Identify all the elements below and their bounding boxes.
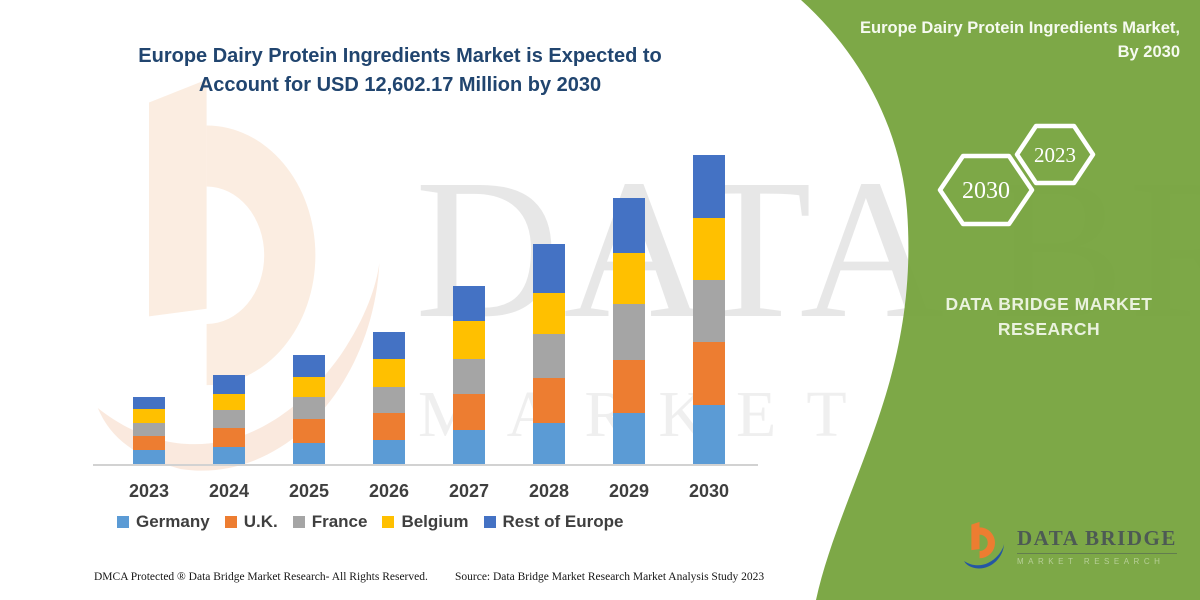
legend-item-u-k: U.K. <box>224 512 278 532</box>
legend-item-germany: Germany <box>117 512 210 532</box>
axis-label-2026: 2026 <box>368 481 410 501</box>
legend-swatch-icon <box>483 516 496 528</box>
legend-label: Belgium <box>401 512 469 531</box>
hexagon-2023-label: 2023 <box>1034 143 1076 167</box>
bar-segment-u-k-2024 <box>213 428 245 447</box>
axis-label-2023: 2023 <box>128 481 170 501</box>
bar-segment-u-k-2026 <box>373 413 405 440</box>
hexagon-2030-label: 2030 <box>962 178 1010 204</box>
bar-segment-germany-2030 <box>693 405 725 465</box>
legend-swatch-icon <box>382 516 395 528</box>
bar-2029 <box>613 198 645 465</box>
bar-segment-rest-of-europe-2026 <box>373 332 405 359</box>
bar-segment-rest-of-europe-2023 <box>133 397 165 409</box>
logo-subtitle: MARKET RESEARCH <box>1017 557 1165 566</box>
panel-title: Europe Dairy Protein Ingredients Market,… <box>860 19 1180 61</box>
bar-segment-france-2023 <box>133 423 165 436</box>
axis-label-2024: 2024 <box>208 481 250 501</box>
bar-segment-belgium-2029 <box>613 253 645 304</box>
legend-swatch-icon <box>224 516 237 528</box>
bar-2025 <box>293 355 325 465</box>
bar-segment-belgium-2030 <box>693 218 725 280</box>
legend-item-france: France <box>292 512 368 532</box>
bar-segment-france-2027 <box>453 359 485 394</box>
bar-segment-u-k-2027 <box>453 394 485 430</box>
chart-legend: Germany U.K. France Belgium Rest of Europe <box>117 512 623 532</box>
axis-label-2030: 2030 <box>688 481 730 501</box>
legend-label: U.K. <box>243 512 278 531</box>
bar-2024 <box>213 375 245 465</box>
logo-name: DATA BRIDGE <box>1017 526 1177 554</box>
bar-segment-belgium-2026 <box>373 359 405 387</box>
legend-label: France <box>311 512 368 531</box>
green-panel-shape <box>801 0 1200 600</box>
bar-segment-germany-2025 <box>293 443 325 465</box>
bar-segment-germany-2028 <box>533 423 565 465</box>
bar-segment-france-2030 <box>693 280 725 342</box>
bar-segment-u-k-2028 <box>533 378 565 423</box>
hexagon-2030 <box>937 153 1035 227</box>
bar-segment-france-2029 <box>613 304 645 360</box>
brand-text: DATA BRIDGE MARKET RESEARCH <box>945 294 1153 339</box>
bar-segment-germany-2024 <box>213 447 245 465</box>
bar-segment-rest-of-europe-2030 <box>693 155 725 218</box>
bar-2026 <box>373 332 405 465</box>
bar-2023 <box>133 397 165 465</box>
dmca-footer-text: DMCA Protected ® Data Bridge Market Rese… <box>94 571 428 583</box>
legend-label: Rest of Europe <box>502 512 624 531</box>
bar-segment-belgium-2023 <box>133 409 165 423</box>
data-bridge-logo: DATA BRIDGE MARKET RESEARCH <box>962 521 1177 571</box>
bar-segment-u-k-2029 <box>613 360 645 413</box>
axis-label-2027: 2027 <box>448 481 490 501</box>
bar-segment-u-k-2023 <box>133 436 165 450</box>
bar-segment-germany-2026 <box>373 440 405 465</box>
bar-segment-u-k-2030 <box>693 342 725 405</box>
bar-segment-belgium-2028 <box>533 293 565 334</box>
bar-segment-germany-2027 <box>453 430 485 465</box>
bar-2028 <box>533 244 565 465</box>
bar-segment-rest-of-europe-2025 <box>293 355 325 377</box>
year-hexagons: 2030 2023 <box>937 123 1096 227</box>
legend-swatch-icon <box>117 516 129 528</box>
data-bridge-b-icon <box>964 521 1005 569</box>
hexagon-2023 <box>1014 123 1096 186</box>
legend-label: Germany <box>136 512 210 531</box>
bar-segment-rest-of-europe-2024 <box>213 375 245 394</box>
bar-2027 <box>453 286 485 465</box>
bar-segment-rest-of-europe-2028 <box>533 244 565 293</box>
legend-item-rest-of-europe: Rest of Europe <box>483 512 624 532</box>
bar-segment-germany-2023 <box>133 450 165 465</box>
legend-item-belgium: Belgium <box>382 512 469 532</box>
bar-segment-u-k-2025 <box>293 419 325 443</box>
bar-2030 <box>693 155 725 465</box>
bar-segment-france-2028 <box>533 334 565 378</box>
bar-segment-france-2026 <box>373 387 405 413</box>
axis-label-2029: 2029 <box>608 481 650 501</box>
bar-segment-germany-2029 <box>613 413 645 465</box>
bar-segment-belgium-2024 <box>213 394 245 410</box>
source-footer-text: Source: Data Bridge Market Research Mark… <box>455 571 765 583</box>
legend-swatch-icon <box>292 516 305 528</box>
x-axis-line <box>93 464 758 466</box>
bar-segment-rest-of-europe-2029 <box>613 198 645 253</box>
bar-segment-rest-of-europe-2027 <box>453 286 485 321</box>
axis-label-2025: 2025 <box>288 481 330 501</box>
axis-label-2028: 2028 <box>528 481 570 501</box>
chart-title: Europe Dairy Protein Ingredients Market … <box>138 45 662 96</box>
bar-segment-belgium-2025 <box>293 377 325 397</box>
bar-segment-france-2025 <box>293 397 325 419</box>
bar-segment-belgium-2027 <box>453 321 485 359</box>
bar-segment-france-2024 <box>213 410 245 428</box>
